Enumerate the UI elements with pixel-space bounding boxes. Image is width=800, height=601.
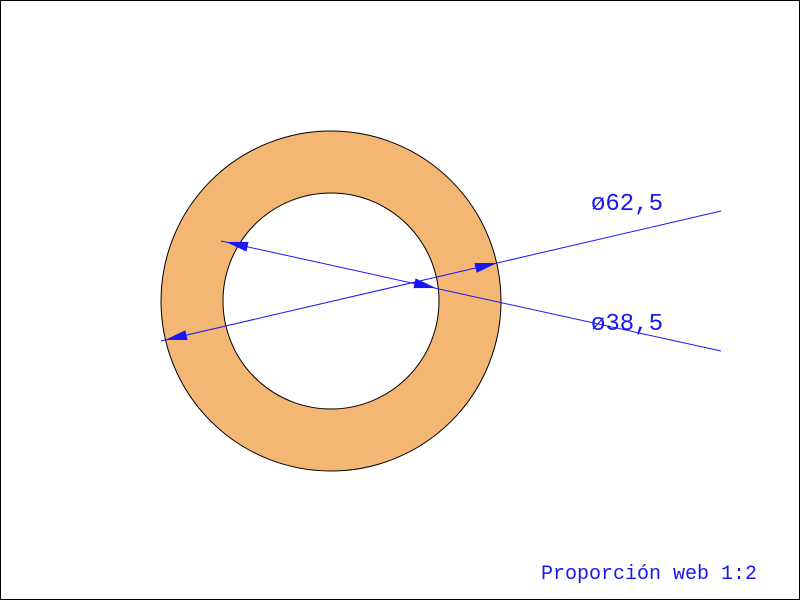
- ring-inner: [223, 193, 439, 409]
- outer-diameter-label: ø62,5: [591, 191, 663, 218]
- inner-diameter-label: ø38,5: [591, 311, 663, 338]
- diagram-canvas: ø62,5 ø38,5 Proporción web 1:2: [0, 0, 800, 600]
- footer-caption: Proporción web 1:2: [541, 563, 757, 586]
- diagram-svg: [1, 1, 800, 601]
